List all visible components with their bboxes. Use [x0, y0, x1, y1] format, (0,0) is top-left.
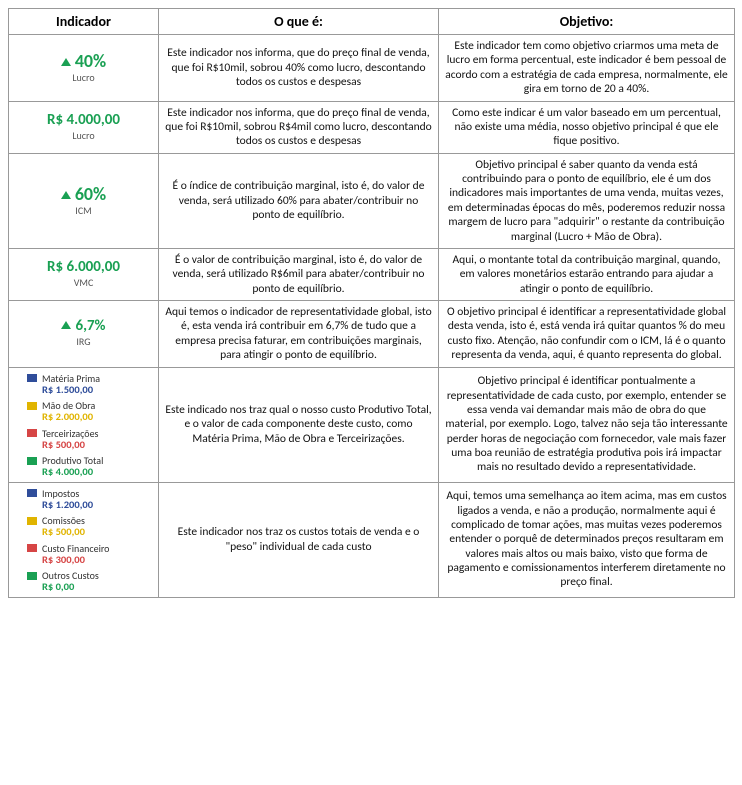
legend-color-icon [27, 517, 37, 525]
legend-item: Custo FinanceiroR$ 300,00 [27, 542, 109, 566]
legend-color-icon [27, 544, 37, 552]
indicator-sub-label: VMC [15, 276, 152, 289]
table-row: ImpostosR$ 1.200,00 ComissõesR$ 500,00 Cus… [9, 482, 735, 597]
oque-cell: Este indicador nos informa, que do preço… [159, 101, 439, 153]
indicator-cell: R$ 4.000,00Lucro [9, 101, 159, 153]
caret-up-icon [61, 191, 71, 199]
indicator-value: R$ 6.000,00 [15, 260, 152, 275]
oque-cell: Este indicador nos informa, que do preço… [159, 35, 439, 102]
legend-value: R$ 1.200,00 [27, 500, 93, 511]
legend-item: Matéria PrimaR$ 1.500,00 [27, 372, 100, 396]
legend-item: Produtivo TotalR$ 4.000,00 [27, 454, 103, 478]
legend-color-icon [27, 457, 37, 465]
legend-color-icon [27, 374, 37, 382]
caret-up-icon [61, 321, 71, 329]
indicator-value-text: 60% [75, 185, 106, 203]
legend-item: ImpostosR$ 1.200,00 [27, 487, 93, 511]
indicator-value: 6,7% [15, 319, 152, 334]
oque-cell: Aqui temos o indicador de representativi… [159, 301, 439, 368]
table-row: R$ 6.000,00VMCÉ o valor de contribuição … [9, 248, 735, 300]
indicator-value-text: R$ 4.000,00 [47, 113, 120, 128]
oque-cell: É o valor de contribuição marginal, isto… [159, 248, 439, 300]
legend-item: Mão de ObraR$ 2.000,00 [27, 399, 95, 423]
legend-value: R$ 1.500,00 [27, 385, 93, 396]
indicator-value: R$ 4.000,00 [15, 113, 152, 128]
caret-up-icon [61, 58, 71, 66]
indicators-table: Indicador O que é: Objetivo: 40%LucroEst… [8, 8, 735, 598]
legend-value: R$ 500,00 [27, 527, 85, 538]
legend: ImpostosR$ 1.200,00 ComissõesR$ 500,00 Cus… [15, 487, 152, 593]
legend-item: ComissõesR$ 500,00 [27, 514, 85, 538]
legend-item: TerceirizaçõesR$ 500,00 [27, 427, 98, 451]
objetivo-cell: O objetivo principal é identificar a rep… [439, 301, 735, 368]
header-indicador: Indicador [9, 9, 159, 35]
indicator-cell: 6,7%IRG [9, 301, 159, 368]
legend-color-icon [27, 572, 37, 580]
table-header-row: Indicador O que é: Objetivo: [9, 9, 735, 35]
table-row: R$ 4.000,00LucroEste indicador nos infor… [9, 101, 735, 153]
indicator-cell: ImpostosR$ 1.200,00 ComissõesR$ 500,00 Cus… [9, 482, 159, 597]
objetivo-cell: Este indicador tem como objetivo criarmo… [439, 35, 735, 102]
table-row: 6,7%IRGAqui temos o indicador de represe… [9, 301, 735, 368]
legend-value: R$ 500,00 [27, 440, 85, 451]
legend-color-icon [27, 429, 37, 437]
header-oque: O que é: [159, 9, 439, 35]
indicator-value-text: 40% [75, 52, 106, 70]
indicator-value: 60% [15, 185, 152, 203]
objetivo-cell: Aqui, o montante total da contribuição m… [439, 248, 735, 300]
legend-color-icon [27, 489, 37, 497]
legend-value: R$ 300,00 [27, 555, 85, 566]
legend-value: R$ 2.000,00 [27, 412, 93, 423]
indicator-cell: R$ 6.000,00VMC [9, 248, 159, 300]
indicator-cell: 40%Lucro [9, 35, 159, 102]
oque-cell: É o índice de contribuição marginal, ist… [159, 153, 439, 248]
table-row: 40%LucroEste indicador nos informa, que … [9, 35, 735, 102]
legend-value: R$ 4.000,00 [27, 467, 93, 478]
header-objetivo: Objetivo: [439, 9, 735, 35]
oque-cell: Este indicador nos traz os custos totais… [159, 482, 439, 597]
objetivo-cell: Como este indicar é um valor baseado em … [439, 101, 735, 153]
indicator-sub-label: ICM [15, 204, 152, 217]
indicator-sub-label: Lucro [15, 129, 152, 142]
objetivo-cell: Objetivo principal é saber quanto da ven… [439, 153, 735, 248]
indicator-sub-label: IRG [15, 335, 152, 348]
legend-color-icon [27, 402, 37, 410]
indicator-value-text: 6,7% [75, 319, 105, 334]
legend-item: Outros CustosR$ 0,00 [27, 569, 99, 593]
legend-value: R$ 0,00 [27, 582, 74, 593]
oque-cell: Este indicado nos traz qual o nosso cust… [159, 367, 439, 482]
indicator-cell: 60%ICM [9, 153, 159, 248]
indicator-sub-label: Lucro [15, 71, 152, 84]
objetivo-cell: Objetivo principal é identificar pontual… [439, 367, 735, 482]
indicator-value-text: R$ 6.000,00 [47, 260, 120, 275]
legend: Matéria PrimaR$ 1.500,00 Mão de ObraR$ 2.… [15, 372, 152, 478]
indicator-cell: Matéria PrimaR$ 1.500,00 Mão de ObraR$ 2.… [9, 367, 159, 482]
objetivo-cell: Aqui, temos uma semelhança ao item acima… [439, 482, 735, 597]
table-row: 60%ICMÉ o índice de contribuição margina… [9, 153, 735, 248]
table-row: Matéria PrimaR$ 1.500,00 Mão de ObraR$ 2.… [9, 367, 735, 482]
indicator-value: 40% [15, 52, 152, 70]
